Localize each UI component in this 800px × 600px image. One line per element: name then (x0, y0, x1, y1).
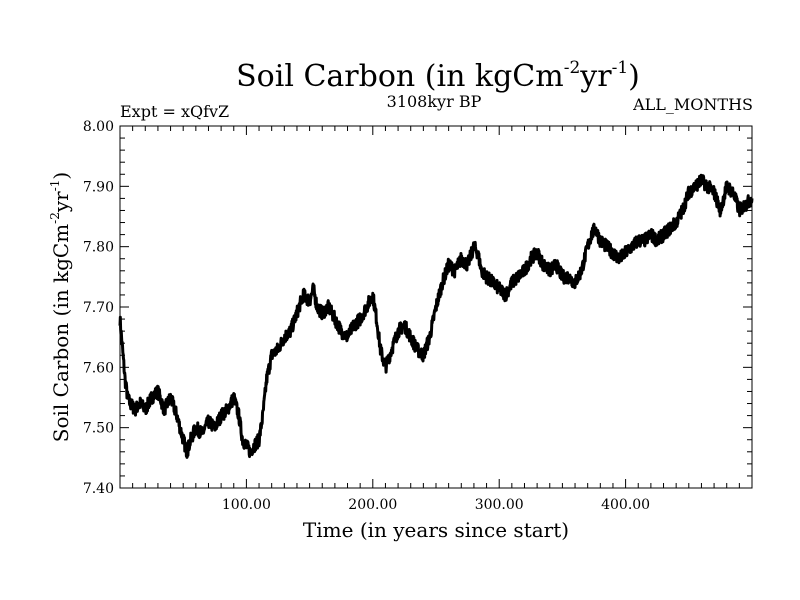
title-mid: yr (579, 59, 612, 94)
ylabel-mid: yr (49, 191, 73, 213)
x-axis-label: Time (in years since start) (303, 518, 569, 542)
x-tick-label: 300.00 (475, 497, 524, 513)
ylabel-sup2: -1 (48, 180, 62, 192)
y-tick-label: 7.90 (83, 179, 114, 195)
ylabel-sup1: -2 (48, 212, 62, 224)
title-end: ) (628, 59, 640, 94)
title-sup2: -1 (612, 58, 629, 78)
y-axis-label: Soil Carbon (in kgCm-2yr-1) (48, 172, 73, 442)
subtitle-left: Expt = xQfvZ (120, 102, 229, 121)
ylabel-main: Soil Carbon (in kgCm (49, 224, 73, 442)
y-tick-label: 7.40 (83, 481, 114, 497)
y-axis: 7.40 7.50 7.60 7.70 7.80 7.90 8.00 (83, 119, 752, 497)
title-sup1: -2 (564, 58, 581, 78)
plot-frame (119, 125, 753, 489)
subtitle-center: 3108kyr BP (387, 92, 482, 111)
y-tick-label: 7.80 (83, 240, 114, 256)
ylabel-end: ) (49, 172, 73, 180)
series-line-soil-carbon (118, 173, 754, 459)
x-tick-label: 400.00 (601, 497, 650, 513)
y-tick-label: 7.50 (83, 421, 114, 437)
subtitle-right: ALL_MONTHS (632, 95, 753, 114)
x-tick-label: 100.00 (222, 497, 271, 513)
chart-title: Soil Carbon (in kgCm-2yr-1) (236, 58, 640, 94)
y-tick-label: 8.00 (83, 119, 114, 135)
title-main: Soil Carbon (in kgCm (236, 59, 564, 94)
y-tick-label: 7.70 (83, 300, 114, 316)
y-tick-label: 7.60 (83, 360, 114, 376)
x-tick-label: 200.00 (348, 497, 397, 513)
